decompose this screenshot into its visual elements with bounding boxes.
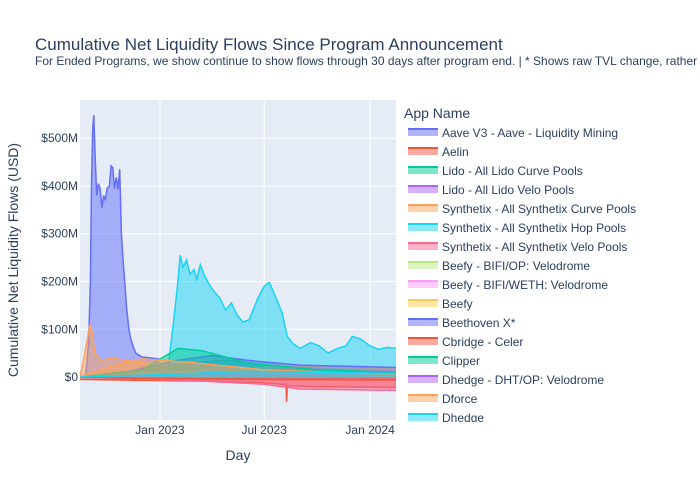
legend-item[interactable]: Dhedge — [408, 411, 484, 425]
legend-label: Cbridge - Celer — [442, 335, 523, 349]
legend-label: Clipper — [442, 354, 480, 368]
legend-label: Beefy — [442, 297, 473, 311]
y-tick-label: $300M — [41, 227, 78, 241]
legend-swatch — [408, 395, 438, 402]
y-tick-label: $200M — [41, 274, 78, 288]
x-tick-label: Jan 2024 — [345, 423, 395, 437]
legend-swatch — [408, 338, 438, 345]
legend-title: App Name — [404, 105, 470, 121]
legend-label: Synthetix - All Synthetix Curve Pools — [442, 202, 636, 216]
y-tick-label: $0 — [65, 370, 79, 384]
series-line — [167, 255, 396, 368]
legend-item[interactable]: Lido - All Lido Curve Pools — [408, 164, 583, 178]
legend-label: Aave V3 - Aave - Liquidity Mining — [442, 126, 618, 140]
legend-item[interactable]: Dhedge - DHT/OP: Velodrome — [408, 373, 604, 387]
legend-swatch — [408, 129, 438, 136]
y-tick-label: $400M — [41, 179, 78, 193]
legend-label: Beethoven X* — [442, 316, 516, 330]
legend-swatch — [408, 243, 438, 250]
legend-swatch — [408, 376, 438, 383]
legend-item[interactable]: Beefy - BIFI/OP: Velodrome — [408, 259, 590, 273]
series-line — [80, 370, 396, 378]
legend-swatch — [408, 319, 438, 326]
legend-label: Dforce — [442, 392, 478, 406]
legend-item[interactable]: Synthetix - All Synthetix Hop Pools — [408, 221, 626, 235]
legend-item[interactable]: Lido - All Lido Velo Pools — [408, 183, 574, 197]
y-tick-label: $500M — [41, 131, 78, 145]
x-tick-label: Jul 2023 — [242, 423, 288, 437]
legend-swatch — [408, 414, 438, 421]
legend-item[interactable]: Cbridge - Celer — [408, 335, 523, 349]
legend-item[interactable]: Synthetix - All Synthetix Velo Pools — [408, 240, 627, 254]
legend-label: Lido - All Lido Curve Pools — [442, 164, 583, 178]
legend-item[interactable]: Beethoven X* — [408, 316, 516, 330]
legend-label: Synthetix - All Synthetix Hop Pools — [442, 221, 626, 235]
legend-swatch — [408, 300, 438, 307]
series-line — [82, 115, 161, 378]
legend-label: Beefy - BIFI/OP: Velodrome — [442, 259, 590, 273]
y-tick-label: $100M — [41, 322, 78, 336]
legend-item[interactable]: Clipper — [408, 354, 480, 368]
series-line — [80, 376, 396, 381]
legend-label: Dhedge - DHT/OP: Velodrome — [442, 373, 604, 387]
legend-label: Synthetix - All Synthetix Velo Pools — [442, 240, 627, 254]
chart-subtitle: For Ended Programs, we show continue to … — [35, 54, 700, 68]
legend-swatch — [408, 281, 438, 288]
legend-swatch — [408, 205, 438, 212]
legend-label: Dhedge — [442, 411, 484, 425]
legend-item[interactable]: Beefy - BIFI/WETH: Velodrome — [408, 278, 608, 292]
x-tick-label: Jan 2023 — [135, 423, 185, 437]
legend-item[interactable]: Beefy — [408, 297, 473, 311]
legend-item[interactable]: Aave V3 - Aave - Liquidity Mining — [408, 126, 618, 140]
legend-item[interactable]: Synthetix - All Synthetix Curve Pools — [408, 202, 636, 216]
series-line — [80, 358, 396, 378]
legend-swatch — [408, 167, 438, 174]
legend-swatch — [408, 148, 438, 155]
legend-label: Beefy - BIFI/WETH: Velodrome — [442, 278, 608, 292]
y-axis-title: Cumulative Net Liquidity Flows (USD) — [5, 143, 21, 377]
legend-item[interactable]: Aelin — [408, 145, 469, 159]
legend-swatch — [408, 357, 438, 364]
legend-item[interactable]: Dforce — [408, 392, 478, 406]
legend-label: Aelin — [442, 145, 469, 159]
legend-swatch — [408, 262, 438, 269]
chart-title: Cumulative Net Liquidity Flows Since Pro… — [35, 35, 503, 54]
x-axis-title: Day — [226, 447, 251, 463]
legend-label: Lido - All Lido Velo Pools — [442, 183, 574, 197]
legend-swatch — [408, 186, 438, 193]
legend-swatch — [408, 224, 438, 231]
